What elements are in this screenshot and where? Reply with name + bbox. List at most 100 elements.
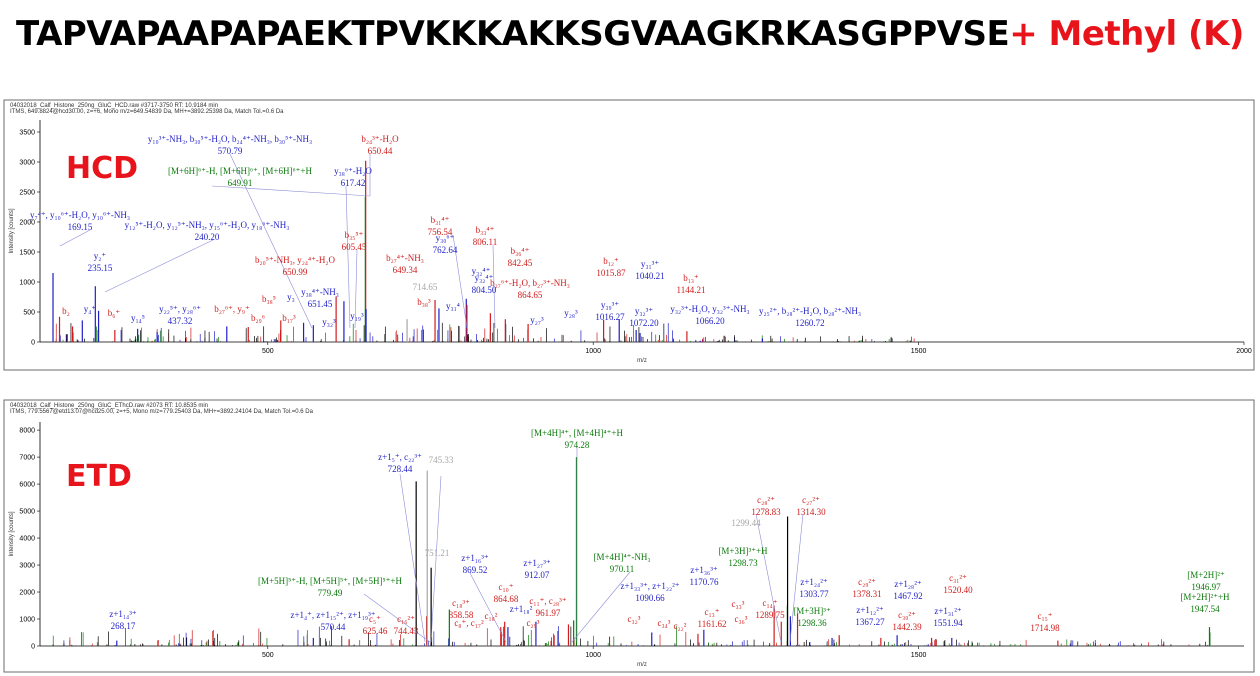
etd-peak-label: [M+4H]⁴⁺, [M+4H]⁴⁺+H 974.28 <box>531 428 623 450</box>
etd-peak-label: 1299.44 <box>731 518 761 528</box>
hcd-y-tick-label: 500 <box>23 310 35 317</box>
etd-peak-label: c₃₂³ <box>628 614 641 624</box>
etd-leader-line <box>571 571 631 643</box>
hcd-peak-label-ion: y₃₈⁴⁺-NH₃ <box>301 287 339 297</box>
etd-peak-label: c₁₈² <box>485 611 498 621</box>
etd-peak-label-ion: c₂₇²⁺ <box>802 495 820 505</box>
hcd-leader-line <box>59 229 91 247</box>
hcd-peak-label: b₂₇⁴⁺-NH₃ 649.34 <box>386 253 424 275</box>
etd-header-line-1: 04032018_Calf_Histone_250ng_GluC_EThcD.r… <box>10 403 208 409</box>
hcd-peak-label-mz: 650.44 <box>368 146 393 156</box>
etd-peak-label: c₁₃⁺ 1161.62 <box>698 607 727 629</box>
etd-peak-label-mz: 1090.66 <box>635 593 665 603</box>
etd-y-axis-title: Intensity [counts] <box>9 511 15 556</box>
etd-peak-label-mz: 1367.27 <box>855 617 885 627</box>
hcd-peak-label-ion: y₄⁺ <box>84 304 97 314</box>
hcd-peak-label: y₂₅²⁺, b₂₈²⁺-H₂O, b₂₈²⁺-NH₃ 1260.72 <box>759 306 861 328</box>
hcd-peak-label-ion: b₂₉⁶ <box>251 313 265 323</box>
hcd-peak-label: y₁₄⁵ <box>131 313 145 323</box>
etd-peak-label: z+1₅⁺, c₂₂³⁺ 728.44 <box>378 452 422 474</box>
hcd-peak-label: y₃₉³⁺ 1016.27 <box>595 300 625 322</box>
hcd-peak-label-ion: y₃₂³⁺ <box>635 306 653 316</box>
etd-peak-label-ion: c₃₂³ <box>628 614 641 624</box>
hcd-peak-label: y₂₈³ <box>564 308 578 318</box>
hcd-peak-label-ion: y₃₈⁶⁺-H₂O <box>334 166 372 176</box>
etd-spectrum-chart: 04032018_Calf_Histone_250ng_GluC_EThcD.r… <box>3 399 1255 673</box>
hcd-peak-label: y₃₈⁴⁺-NH₃ 651.45 <box>301 287 339 309</box>
etd-peak-label-mz: 1289.75 <box>755 610 785 620</box>
hcd-peak-label-ion: b₃₁⁴⁺ <box>431 215 450 225</box>
hcd-y-tick-label: 3000 <box>19 160 35 167</box>
hcd-peak-label-mz: 649.91 <box>228 178 253 188</box>
hcd-leader-line <box>354 249 358 329</box>
etd-peak-label: c₁₀⁺ 864.68 <box>494 582 519 604</box>
hcd-peak-label-ion: y₁₀³⁺-NH₃, b₃₀⁵⁺-H₂O, b₂₄⁴⁺-NH₃, b₃₀⁵⁺-N… <box>148 134 312 144</box>
hcd-peak-label-ion: b₃₈⁵ <box>262 294 276 304</box>
etd-peak-label: z+1₃₃³⁺, z+1₂₂²⁺ 1090.66 <box>620 581 679 603</box>
hcd-peak-label-ion: b₃₃⁴⁺ <box>476 225 495 235</box>
hcd-peak-label-ion: b₃₈³ <box>417 297 431 307</box>
etd-peak-label-mz: 1947.54 <box>1190 604 1220 614</box>
hcd-peak-label-ion: y₁₄⁵ <box>131 313 145 323</box>
hcd-peak-label-ion: y₃₂⁴⁺ <box>472 266 491 276</box>
hcd-y-axis-title: Intensity [counts] <box>9 208 15 253</box>
hcd-peak-label-ion: y₃₂³⁺-H₂O, y₃₂³⁺-NH₃ <box>670 304 749 314</box>
hcd-peak-label-ion: y₇⁴⁺, y₁₀⁶⁺-H₂O, y₁₀⁶⁺-NH₃ <box>30 210 130 220</box>
etd-peak-label-mz: 744.43 <box>394 626 419 636</box>
hcd-x-tick-label: 1000 <box>585 348 601 355</box>
etd-peak-label-ion: [M+2H]²⁺ <box>1187 570 1225 580</box>
hcd-y-tick-label: 3500 <box>19 130 35 137</box>
etd-peak-label-mz: 779.49 <box>318 588 343 598</box>
etd-peak-label: [M+3H]³⁺+H 1298.73 <box>718 546 768 568</box>
etd-panel-label: ETD <box>66 459 132 494</box>
etd-peak-label-ion: c₃₁²⁺ <box>949 573 967 583</box>
hcd-peak-label-ion: b₂₄³⁺-H₂O <box>361 134 399 144</box>
hcd-peak-label: 714.65 <box>413 282 438 292</box>
etd-peak-label-mz: 1520.40 <box>943 585 973 595</box>
etd-peak-label-mz: 1714.98 <box>1030 623 1060 633</box>
hcd-x-tick-label: 2000 <box>1236 348 1252 355</box>
etd-peak-label-mz: 1298.73 <box>728 558 758 568</box>
modification-label: + Methyl (K) <box>1009 14 1244 54</box>
hcd-peak-label-ion: y₂₂⁵⁺, y₂₈⁶⁺ <box>159 304 201 314</box>
hcd-peak-label-mz: 651.45 <box>308 299 333 309</box>
etd-leader-line <box>363 593 431 643</box>
etd-peak-label: z+1₁₂²⁺ 1367.27 <box>855 605 885 627</box>
hcd-peak-label-ion: y₃ <box>287 292 295 302</box>
etd-peak-label: c₁₄⁺ 1289.75 <box>755 598 785 620</box>
hcd-peak-label-mz: 864.65 <box>518 290 543 300</box>
hcd-peak-label-ion: y₁₂⁵⁺-H₂O, y₁₂⁵⁺-NH₃, y₁₅⁶⁺-H₂O, y₁₈⁶⁺-N… <box>125 220 290 230</box>
etd-x-tick-label: 1000 <box>585 652 601 659</box>
etd-leader-line <box>789 513 804 643</box>
etd-peak-label-ion: c₃₀²⁺ <box>898 610 916 620</box>
hcd-leader-line <box>229 153 313 329</box>
etd-peak-label-mz: 570.44 <box>321 622 346 632</box>
etd-peak-label-ion: z+1₁₆³⁺ <box>461 553 489 563</box>
hcd-peak-label-ion: y₂₈³ <box>564 308 578 318</box>
etd-peak-label: z+1₂₄²⁺ 1303.77 <box>799 577 829 599</box>
etd-peak-label-mz: 728.44 <box>388 464 413 474</box>
etd-y-tick-label: 7000 <box>19 455 35 462</box>
etd-peak-label-mz: 1946.97 <box>1191 582 1221 592</box>
etd-peak-label: z+1₁₆³⁺ 869.52 <box>461 553 489 575</box>
hcd-peak-label-ion: y₃₂³ <box>322 317 336 327</box>
hcd-peak-label-mz: 240.20 <box>195 232 220 242</box>
hcd-peak-label: b₃₈³ <box>417 297 431 307</box>
hcd-peak-label-mz: 169.15 <box>68 222 93 232</box>
etd-peak-label-ion: c₃₆³ <box>735 614 748 624</box>
etd-peak-label: z+1₄⁺, z+1₁₅²⁺, z+1₁₉³⁺ 570.44 <box>290 610 375 632</box>
etd-peak-label: c₁₅⁺ 1714.98 <box>1030 611 1060 633</box>
etd-peak-label-ion: z+1₂₄²⁺ <box>800 577 828 587</box>
hcd-y-tick-label: 2000 <box>19 220 35 227</box>
etd-peak-label-mz: 1298.36 <box>797 618 827 628</box>
etd-peak-label-ion: c₂₈²⁺ <box>757 495 775 505</box>
etd-peak-label-ion: [M+4H]⁴⁺, [M+4H]⁴⁺+H <box>531 428 623 438</box>
hcd-peak-label-mz: 1260.72 <box>795 318 824 328</box>
etd-peak-label-mz: 912.07 <box>525 570 550 580</box>
etd-x-tick-label: 500 <box>262 652 274 659</box>
hcd-peak-label-ion: y₃₁⁴ <box>446 301 460 311</box>
peptide-sequence: TAPVAPAAPAPAEKTPVKKKAKKSGVAAGKRKASGPPVSE <box>16 14 1010 54</box>
hcd-peak-label-mz: 1072.20 <box>629 318 659 328</box>
hcd-peak-label: y₄⁺ <box>84 304 97 314</box>
hcd-peak-label: y₇⁴⁺, y₁₀⁶⁺-H₂O, y₁₀⁶⁺-NH₃ 169.15 <box>30 210 130 232</box>
